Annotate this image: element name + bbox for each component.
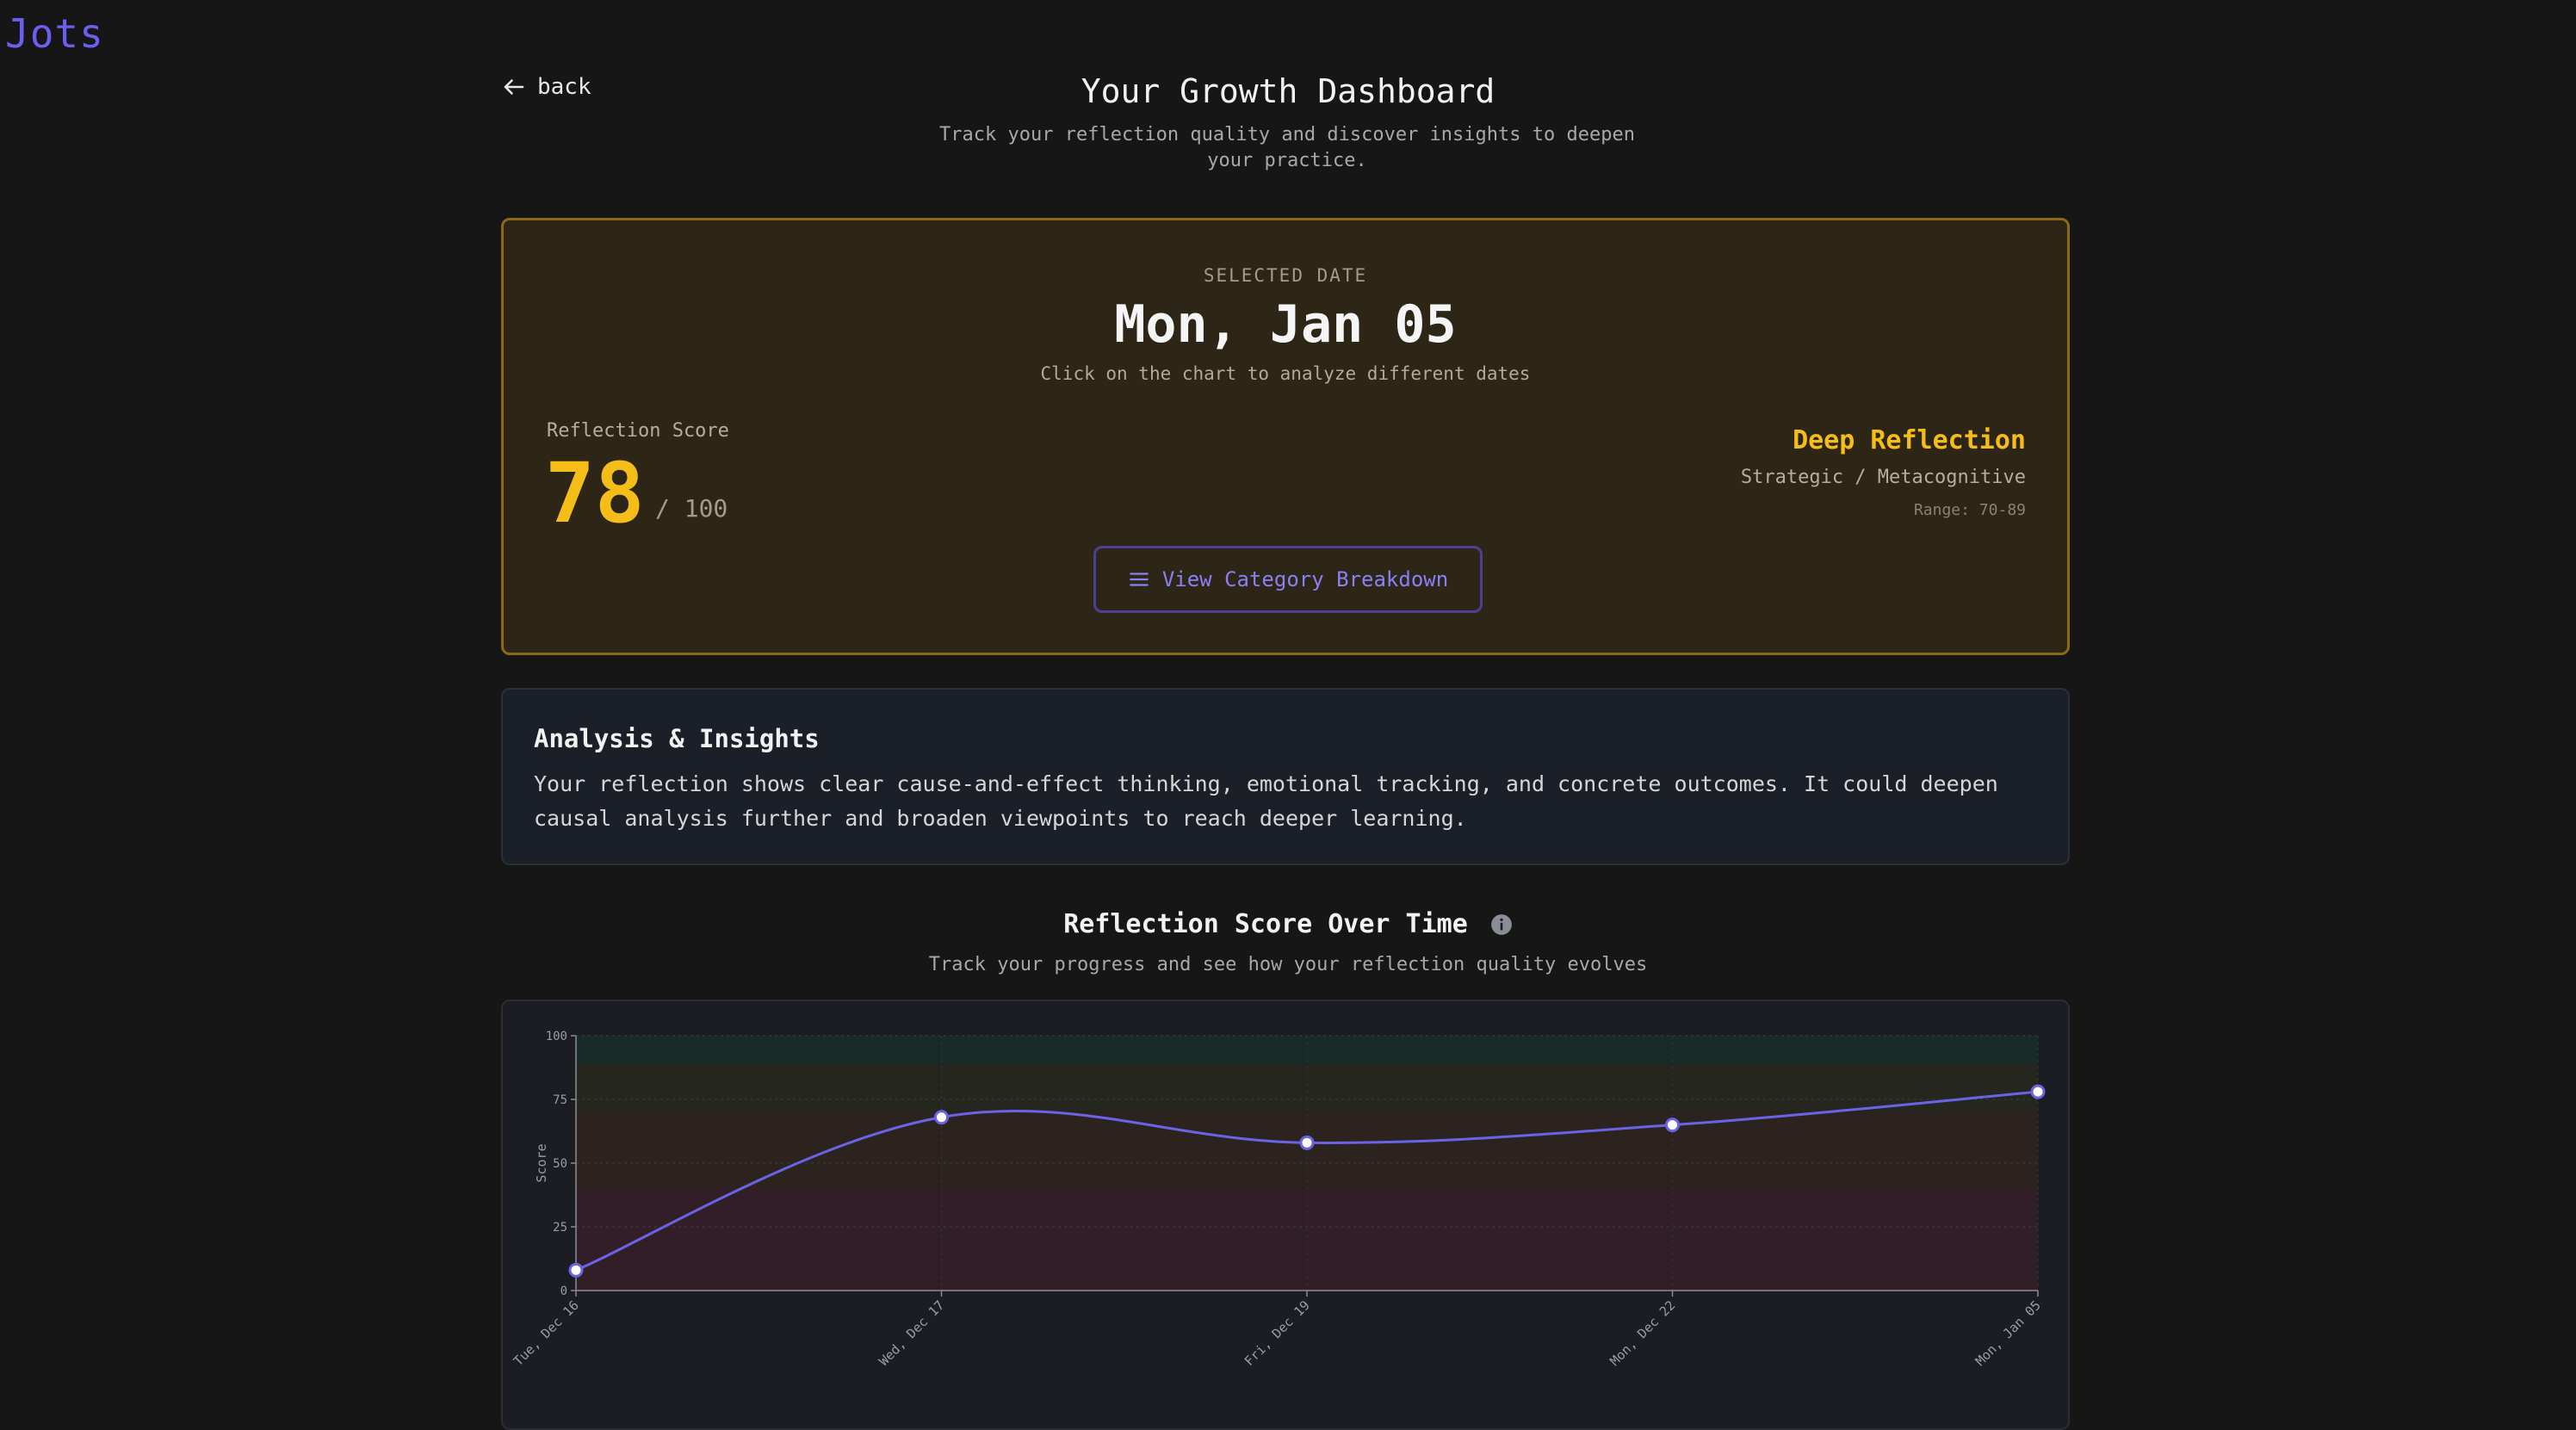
y-tick-label-3: 75 — [553, 1093, 567, 1107]
back-label: back — [537, 74, 591, 100]
reflection-level-title: Deep Reflection — [1793, 425, 2026, 455]
info-icon[interactable] — [1490, 913, 1513, 936]
selected-date-card: SELECTED DATE Mon, Jan 05 Click on the c… — [501, 218, 2070, 655]
y-tick-label-1: 25 — [553, 1221, 567, 1235]
score-line-chart[interactable]: 0 25 50 75 100 Score Tue, Dec 16 Wed, Dec 17 Fri… — [503, 1001, 2070, 1430]
x-tick-label-3: Mon, Dec 22 — [1607, 1297, 1678, 1369]
x-tick-label-4: Mon, Jan 05 — [1972, 1297, 2044, 1369]
insights-card: Analysis & Insights Your reflection show… — [501, 688, 2070, 865]
selected-date-label: SELECTED DATE — [1203, 265, 1368, 286]
chart-header: Reflection Score Over Time — [0, 909, 2576, 939]
y-tick-label-2: 50 — [553, 1157, 567, 1171]
y-tick-label-0: 0 — [560, 1285, 567, 1298]
data-point-2[interactable] — [1299, 1135, 1315, 1150]
x-tick-label-2: Fri, Dec 19 — [1242, 1297, 1313, 1369]
back-button[interactable]: back — [501, 74, 591, 100]
view-category-breakdown-label: View Category Breakdown — [1161, 567, 1449, 591]
arrow-left-icon — [504, 79, 524, 95]
x-tick-label-0: Tue, Dec 16 — [511, 1297, 582, 1369]
insights-body: Your reflection shows clear cause-and-ef… — [534, 771, 1998, 831]
data-point-4[interactable] — [2030, 1084, 2046, 1099]
reflection-score-max: / 100 — [655, 494, 728, 523]
data-point-3[interactable] — [1665, 1117, 1680, 1133]
y-axis-label: Score — [534, 1143, 549, 1182]
reflection-level-range: Range: 70-89 — [1913, 501, 2026, 519]
data-point-0[interactable] — [568, 1262, 584, 1278]
score-band-2 — [576, 1063, 2038, 1112]
y-tick-label-4: 100 — [546, 1030, 567, 1043]
chart-title: Reflection Score Over Time — [1063, 909, 1468, 939]
page-subtitle: Track your reflection quality and discov… — [939, 124, 1635, 171]
reflection-score-label: Reflection Score — [547, 420, 729, 442]
x-tick-label-1: Wed, Dec 17 — [876, 1297, 947, 1369]
view-category-breakdown-button[interactable]: View Category Breakdown — [1093, 546, 1483, 613]
chart-subtitle: Track your progress and see how your ref… — [928, 954, 1648, 975]
insights-title: Analysis & Insights — [534, 724, 820, 753]
page-title: Your Growth Dashboard — [1081, 72, 1495, 110]
reflection-score-value: 78 — [545, 445, 645, 542]
reflection-level-subtitle: Strategic / Metacognitive — [1740, 467, 2026, 488]
selected-date-hint: Click on the chart to analyze different … — [1040, 363, 1531, 384]
selected-date: Mon, Jan 05 — [1114, 294, 1457, 355]
data-point-1[interactable] — [934, 1110, 949, 1125]
app-logo[interactable]: Jots — [5, 10, 104, 57]
menu-lines-icon — [1129, 573, 1149, 586]
chart-card[interactable]: 0 25 50 75 100 Score Tue, Dec 16 Wed, Dec 17 Fri… — [501, 1000, 2070, 1430]
score-band-0 — [576, 1188, 2038, 1291]
